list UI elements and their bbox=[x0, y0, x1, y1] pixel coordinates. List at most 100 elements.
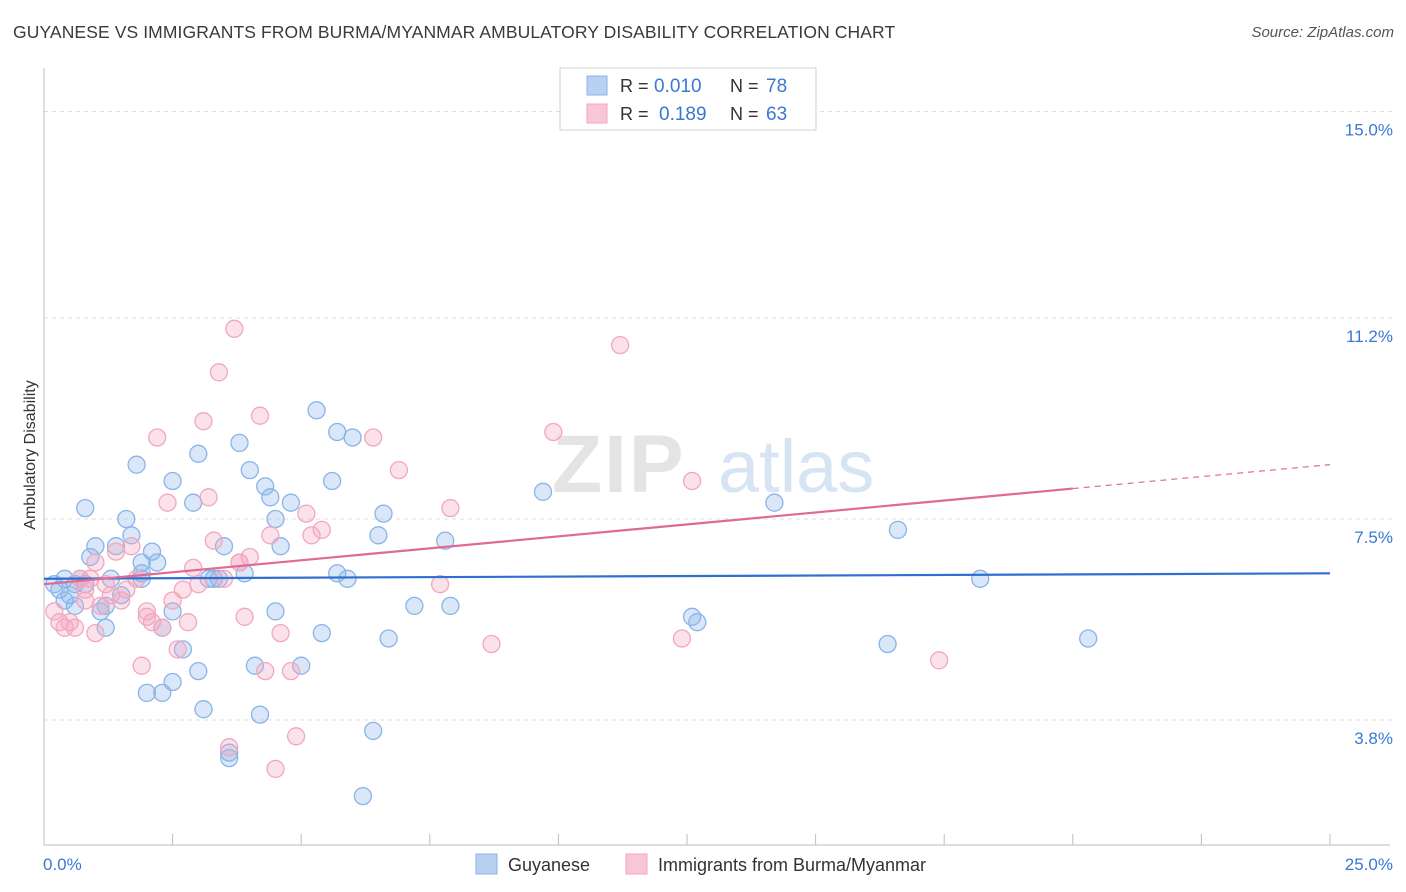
data-point bbox=[281, 661, 301, 681]
trend-line bbox=[43, 572, 1331, 580]
trend-line-extension bbox=[1072, 464, 1331, 490]
data-point bbox=[96, 618, 115, 637]
data-point bbox=[60, 613, 79, 632]
data-point bbox=[286, 727, 306, 746]
data-point bbox=[302, 526, 321, 545]
stats-r-label-0: R = bbox=[620, 76, 649, 96]
data-point bbox=[261, 488, 280, 507]
data-point bbox=[266, 602, 285, 621]
stats-n-value-0: 78 bbox=[766, 76, 787, 97]
data-point bbox=[55, 618, 74, 637]
x-tick-label-max: 25.0% bbox=[1345, 855, 1393, 874]
data-point bbox=[153, 618, 172, 637]
trend-lines bbox=[43, 464, 1331, 586]
data-point bbox=[225, 319, 244, 338]
data-point bbox=[230, 433, 249, 453]
y-tick-label: 7.5% bbox=[1354, 528, 1393, 547]
data-point bbox=[441, 498, 460, 518]
data-point bbox=[682, 471, 702, 491]
stats-swatch-burma bbox=[586, 103, 608, 124]
stats-n-value-1: 63 bbox=[766, 104, 787, 125]
data-point bbox=[189, 575, 208, 594]
data-point bbox=[158, 493, 177, 512]
data-point bbox=[168, 640, 187, 659]
data-point bbox=[297, 504, 316, 523]
data-point bbox=[163, 672, 182, 692]
data-point bbox=[322, 471, 342, 491]
data-point bbox=[76, 591, 95, 610]
data-point bbox=[256, 661, 275, 681]
data-point bbox=[672, 629, 692, 648]
data-point bbox=[112, 591, 131, 610]
data-point bbox=[178, 613, 198, 632]
data-point bbox=[91, 602, 110, 621]
data-point bbox=[127, 455, 146, 474]
data-point bbox=[688, 613, 707, 632]
data-point bbox=[173, 640, 193, 659]
x-ticks bbox=[43, 834, 1331, 845]
data-point bbox=[220, 738, 239, 757]
data-point bbox=[86, 623, 105, 643]
data-point bbox=[261, 526, 280, 545]
data-point bbox=[142, 542, 162, 561]
data-point bbox=[369, 526, 388, 545]
data-point bbox=[256, 477, 275, 496]
stats-swatch-guyanese bbox=[586, 75, 608, 96]
data-point bbox=[307, 401, 326, 420]
data-point bbox=[76, 498, 95, 518]
stats-n-label-1: N = bbox=[730, 104, 759, 124]
data-point bbox=[106, 537, 126, 556]
data-point bbox=[163, 471, 182, 491]
data-point bbox=[106, 542, 126, 561]
source-label: Source: ZipAtlas.com bbox=[1251, 24, 1394, 41]
data-point bbox=[374, 504, 393, 523]
data-point bbox=[364, 428, 383, 447]
data-point bbox=[1079, 629, 1098, 648]
x-tick-labels: 0.0% 25.0% bbox=[43, 855, 1393, 874]
data-point bbox=[436, 531, 455, 550]
y-tick-labels: 3.8% 7.5% 11.2% 15.0% bbox=[1345, 120, 1393, 748]
watermark: ZIP atlas bbox=[552, 419, 874, 510]
data-point bbox=[214, 537, 234, 556]
y-tick-label: 11.2% bbox=[1346, 327, 1393, 346]
data-point bbox=[544, 422, 563, 442]
data-point bbox=[364, 721, 383, 741]
data-point bbox=[137, 607, 157, 626]
data-point bbox=[266, 509, 285, 529]
data-point bbox=[81, 547, 100, 567]
data-point bbox=[266, 759, 285, 779]
data-point bbox=[148, 553, 167, 572]
data-point bbox=[353, 786, 373, 806]
watermark-atlas: atlas bbox=[718, 425, 874, 508]
x-tick-label-min: 0.0% bbox=[43, 855, 82, 874]
data-point bbox=[220, 743, 239, 762]
data-point bbox=[235, 607, 254, 626]
data-point bbox=[137, 602, 157, 621]
data-point bbox=[281, 493, 301, 512]
data-point bbox=[682, 607, 702, 626]
data-point bbox=[65, 618, 85, 637]
data-point bbox=[765, 493, 784, 512]
data-point bbox=[482, 634, 501, 654]
data-point bbox=[312, 520, 331, 540]
data-point bbox=[204, 531, 223, 550]
data-point bbox=[132, 656, 151, 675]
series-legend: Guyanese Immigrants from Burma/Myanmar bbox=[475, 853, 926, 875]
data-point bbox=[878, 634, 897, 654]
legend-label-guyanese: Guyanese bbox=[508, 855, 590, 875]
data-point bbox=[533, 482, 553, 501]
data-point bbox=[112, 585, 131, 605]
data-point bbox=[86, 553, 105, 572]
data-point bbox=[379, 629, 398, 648]
data-point bbox=[86, 537, 105, 556]
stats-r-label-1: R = bbox=[620, 104, 649, 124]
legend-swatch-burma bbox=[625, 853, 648, 875]
legend-label-burma: Immigrants from Burma/Myanmar bbox=[658, 855, 926, 875]
data-point bbox=[189, 444, 208, 463]
data-point bbox=[441, 596, 460, 616]
data-point bbox=[405, 596, 424, 616]
data-point bbox=[430, 575, 450, 594]
data-point bbox=[189, 661, 208, 681]
data-point bbox=[328, 422, 347, 442]
